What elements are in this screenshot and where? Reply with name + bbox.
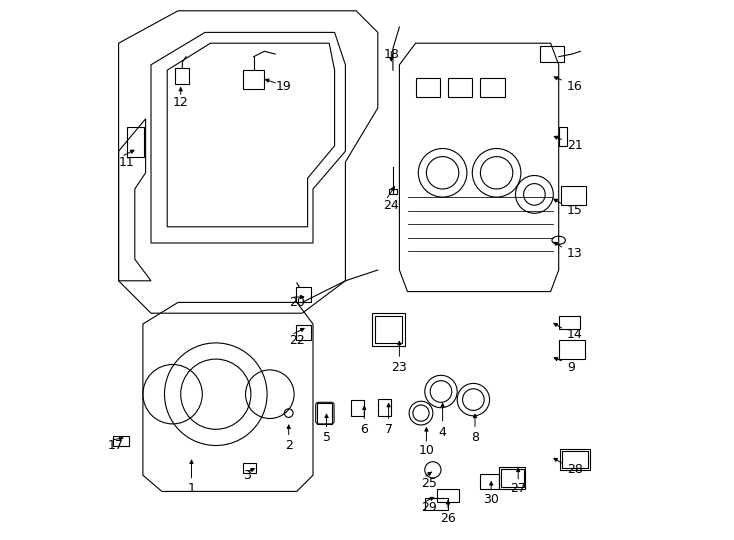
Text: 29: 29 xyxy=(421,501,437,514)
Text: 14: 14 xyxy=(567,328,583,341)
Text: 11: 11 xyxy=(119,156,134,168)
Text: 12: 12 xyxy=(172,96,189,109)
Text: 10: 10 xyxy=(418,444,435,457)
Text: 19: 19 xyxy=(275,80,291,93)
Text: 23: 23 xyxy=(391,361,407,374)
Text: 2: 2 xyxy=(285,439,293,452)
Text: 21: 21 xyxy=(567,139,583,152)
Text: 16: 16 xyxy=(567,80,583,93)
Text: 4: 4 xyxy=(439,426,446,438)
Text: 13: 13 xyxy=(567,247,583,260)
Text: 24: 24 xyxy=(383,199,399,212)
Text: 30: 30 xyxy=(483,493,499,506)
Text: 3: 3 xyxy=(243,469,251,482)
Text: 5: 5 xyxy=(322,431,330,444)
Text: 20: 20 xyxy=(288,296,305,309)
Text: 26: 26 xyxy=(440,512,456,525)
Text: 22: 22 xyxy=(288,334,305,347)
Text: 25: 25 xyxy=(421,477,437,490)
Text: 7: 7 xyxy=(385,423,393,436)
Text: 9: 9 xyxy=(567,361,575,374)
Text: 8: 8 xyxy=(471,431,479,444)
Text: 18: 18 xyxy=(383,48,399,60)
Text: 27: 27 xyxy=(510,482,526,495)
Text: 17: 17 xyxy=(108,439,123,452)
Text: 15: 15 xyxy=(567,204,583,217)
Text: 6: 6 xyxy=(360,423,368,436)
Text: 28: 28 xyxy=(567,463,583,476)
Text: 1: 1 xyxy=(188,482,195,495)
